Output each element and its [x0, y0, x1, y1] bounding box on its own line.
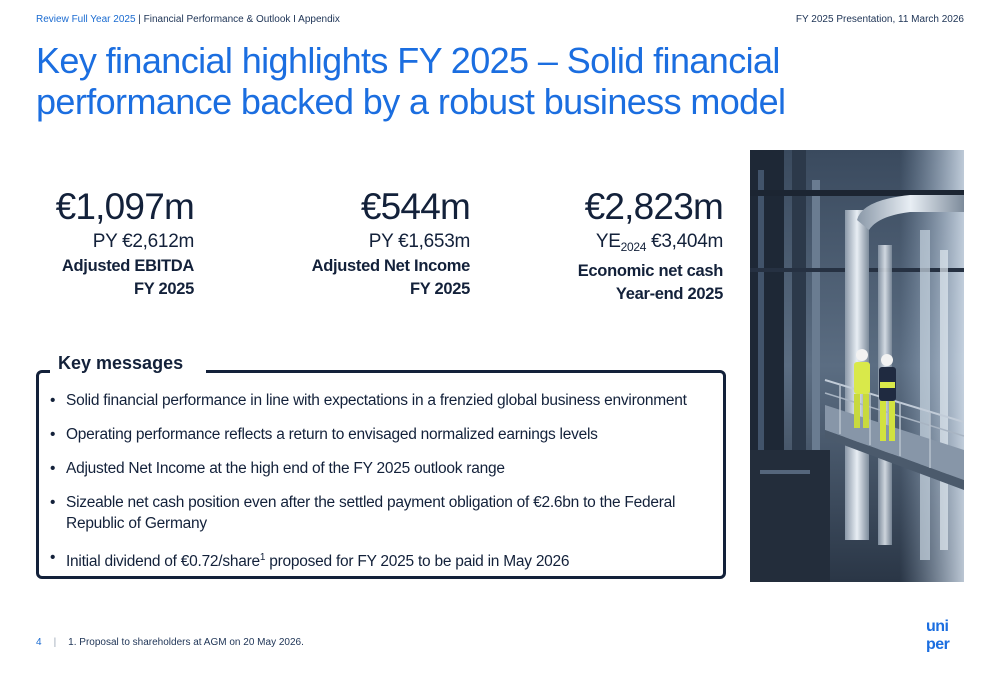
uniper-logo: uni per	[925, 616, 963, 653]
dividend-text-rest: proposed for FY 2025 to be paid in May 2…	[265, 553, 570, 571]
kpi-adjusted-ebitda: €1,097m PY €2,612m Adjusted EBITDA FY 20…	[55, 185, 195, 301]
kpi-value: €2,823m	[584, 186, 724, 227]
worker-figure-right	[879, 354, 896, 441]
kpi-economic-net-cash: €2,823m YE2024 €3,404m Economic net cash…	[577, 185, 724, 306]
kpi-period: FY 2025	[134, 280, 194, 298]
kpi-prior: PY €1,653m	[368, 231, 471, 252]
worker-figure-left	[854, 349, 870, 428]
page-number: 4	[36, 637, 42, 648]
footer: 4 | 1. Proposal to shareholders at AGM on …	[36, 637, 304, 648]
key-messages-title: Key messages	[50, 353, 206, 374]
plant-photo-illustration	[750, 150, 964, 582]
kpi-prior: YE2024 €3,404m	[578, 229, 723, 260]
kpi-value: €544m	[360, 186, 471, 227]
list-item: Operating performance reflects a return …	[50, 424, 722, 445]
kpi-prior-value: €3,404m	[646, 231, 723, 252]
page-title: Key financial highlights FY 2025 – Solid…	[36, 40, 786, 122]
breadcrumb-rest: | Financial Performance & Outlook I Appe…	[135, 14, 340, 25]
footnote-marker: 1	[259, 552, 266, 563]
logo-line-2: per	[926, 636, 950, 652]
list-item: Adjusted Net Income at the high end of t…	[50, 458, 722, 479]
kpi-period: FY 2025	[410, 280, 470, 298]
logo-line-1: uni	[926, 618, 949, 635]
kpi-value: €1,097m	[55, 186, 195, 227]
key-messages-list: Solid financial performance in line with…	[50, 390, 722, 585]
kpi-prior: PY €2,612m	[92, 231, 195, 252]
list-item: Initial dividend of €0.72/share1 propose…	[50, 547, 722, 572]
kpi-prior-year: 2024	[620, 240, 647, 254]
section-breadcrumb: Review Full Year 2025 | Financial Perfor…	[36, 14, 340, 25]
kpi-label: Adjusted EBITDA	[61, 257, 194, 275]
kpi-prior-prefix: YE	[595, 231, 621, 252]
list-item: Solid financial performance in line with…	[50, 390, 722, 411]
kpi-adjusted-net-income: €544m PY €1,653m Adjusted Net Income FY …	[311, 185, 471, 301]
kpi-label: Adjusted Net Income	[311, 257, 471, 275]
dividend-text: Initial dividend of €0.72/share	[66, 553, 260, 571]
top-bar: Review Full Year 2025 | Financial Perfor…	[36, 14, 964, 28]
presentation-date: FY 2025 Presentation, 11 March 2026	[795, 14, 964, 25]
key-messages-box	[36, 370, 726, 579]
footer-separator: |	[53, 637, 57, 648]
breadcrumb-current: Review Full Year 2025	[36, 14, 136, 25]
industrial-plant-photo	[750, 150, 964, 582]
footnote: 1. Proposal to shareholders at AGM on 20…	[68, 637, 304, 648]
kpi-label: Economic net cash	[577, 262, 724, 280]
list-item: Sizeable net cash position even after th…	[50, 492, 722, 534]
kpi-period: Year-end 2025	[615, 285, 723, 303]
